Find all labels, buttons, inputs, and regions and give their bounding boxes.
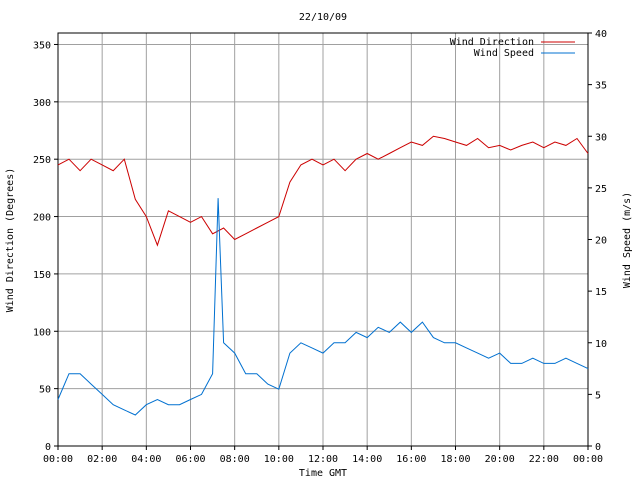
y-right-tick-label: 25 [595, 184, 607, 195]
y-left-tick-label: 350 [33, 40, 51, 51]
y-right-axis-label: Wind Speed (m/s) [622, 192, 633, 288]
ticks: 00:00 02:00 04:00 06:00 08:00 10:00 12:00 14:00… [33, 29, 607, 465]
x-tick-label: 00:00 [573, 454, 603, 465]
grid [58, 33, 588, 446]
wind-direction-line [57, 135, 589, 247]
x-tick-label: 10:00 [264, 454, 294, 465]
legend-label: Wind Speed [474, 48, 534, 59]
y-right-tick-label: 40 [595, 29, 607, 40]
x-tick-label: 08:00 [220, 454, 250, 465]
x-tick-label: 12:00 [308, 454, 338, 465]
chart-title: 22/10/09 [299, 12, 347, 23]
y-right-tick-label: 10 [595, 339, 607, 350]
y-right-tick-label: 20 [595, 236, 607, 247]
y-right-tick-label: 5 [595, 390, 601, 401]
y-left-tick-label: 150 [33, 270, 51, 281]
x-tick-label: 20:00 [485, 454, 515, 465]
series-lines [57, 135, 589, 416]
x-tick-label: 18:00 [440, 454, 470, 465]
y-right-tick-label: 15 [595, 287, 607, 298]
x-tick-label: 02:00 [87, 454, 117, 465]
y-left-tick-label: 100 [33, 327, 51, 338]
y-left-tick-label: 250 [33, 155, 51, 166]
x-tick-label: 16:00 [396, 454, 426, 465]
y-left-tick-label: 200 [33, 213, 51, 224]
y-left-tick-label: 50 [39, 385, 51, 396]
y-left-axis-label: Wind Direction (Degrees) [5, 168, 16, 313]
x-tick-label: 04:00 [131, 454, 161, 465]
y-left-tick-label: 0 [45, 442, 51, 453]
y-left-tick-label: 300 [33, 98, 51, 109]
wind-speed-line [57, 198, 589, 416]
y-right-tick-label: 35 [595, 81, 607, 92]
x-axis-label: Time GMT [299, 468, 347, 479]
y-right-tick-label: 30 [595, 132, 607, 143]
y-right-tick-label: 0 [595, 442, 601, 453]
x-tick-label: 00:00 [43, 454, 73, 465]
legend-label: Wind Direction [450, 37, 534, 48]
x-tick-label: 14:00 [352, 454, 382, 465]
x-tick-label: 06:00 [175, 454, 205, 465]
x-tick-label: 22:00 [529, 454, 559, 465]
